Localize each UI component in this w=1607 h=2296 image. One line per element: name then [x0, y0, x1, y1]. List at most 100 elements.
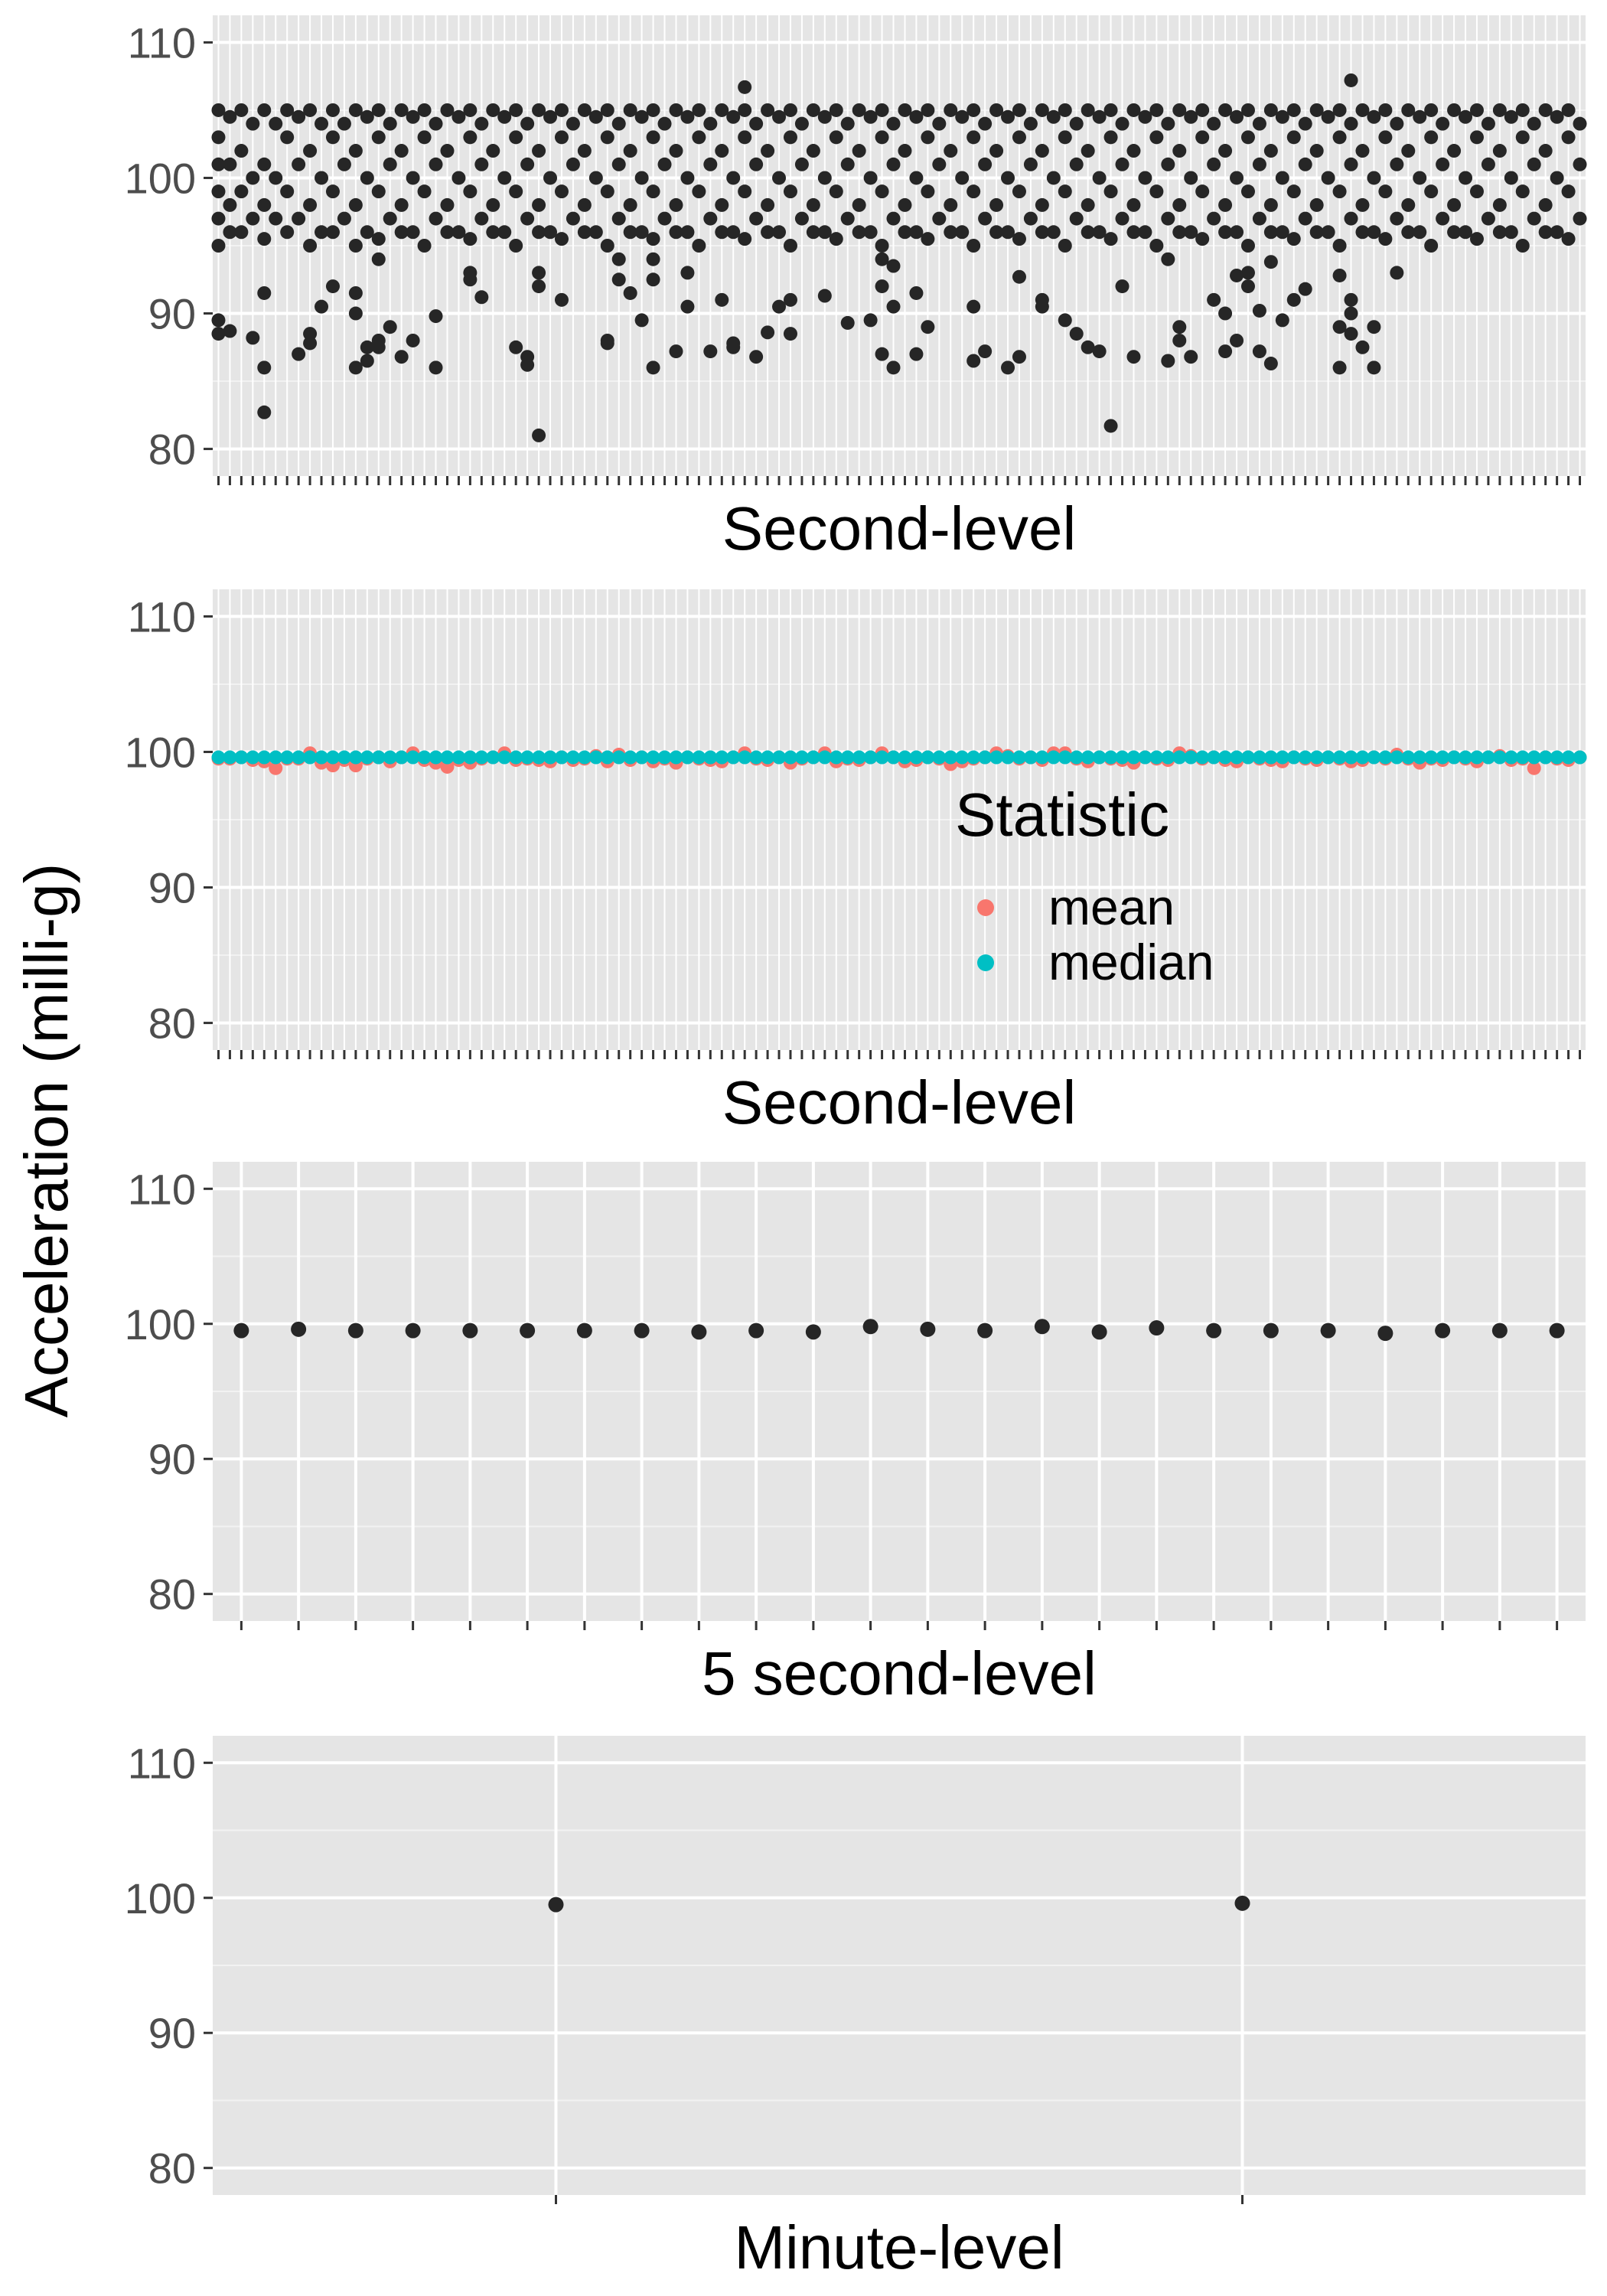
data-point [1573, 157, 1587, 171]
y-tick-label: 90 [148, 290, 196, 338]
data-point [1275, 109, 1289, 124]
data-point [1012, 232, 1026, 246]
data-point [703, 116, 718, 131]
data-point [761, 103, 775, 117]
data-point [703, 344, 718, 359]
data-point [1230, 268, 1244, 282]
data-point [532, 144, 546, 158]
data-point [1344, 157, 1358, 171]
data-point [1469, 130, 1484, 145]
data-point [497, 171, 512, 185]
data-point [360, 340, 374, 354]
data-point [1046, 109, 1061, 124]
data-point [1069, 211, 1084, 226]
data-point [1023, 116, 1038, 131]
data-point [1355, 750, 1370, 765]
data-point [806, 225, 820, 240]
x-axis-title: Second-level [722, 494, 1077, 563]
legend: Statistic mean median [955, 781, 1214, 990]
data-point [1230, 333, 1244, 347]
data-point [1332, 239, 1347, 253]
data-point [576, 1322, 592, 1339]
data-point [451, 750, 466, 765]
data-point [429, 360, 443, 375]
data-point [1309, 103, 1324, 117]
data-point [1092, 750, 1107, 765]
data-point [1298, 116, 1312, 131]
data-point [1001, 750, 1015, 765]
data-point [863, 109, 878, 124]
data-point [1115, 750, 1129, 765]
data-point [817, 289, 832, 303]
data-point [1401, 103, 1416, 117]
data-point [566, 157, 580, 171]
data-point [898, 144, 912, 158]
data-point [989, 103, 1004, 117]
data-point [543, 750, 558, 765]
data-point [257, 360, 272, 375]
data-point [474, 750, 489, 765]
data-point [692, 130, 706, 145]
legend-label-mean: mean [1048, 879, 1175, 935]
data-point [909, 225, 924, 240]
data-point [680, 299, 695, 314]
data-point [921, 103, 935, 117]
data-point [520, 357, 535, 372]
data-point [371, 184, 386, 199]
data-point [451, 225, 466, 240]
data-point [1218, 750, 1233, 765]
data-point [611, 272, 626, 287]
data-point [463, 184, 478, 199]
data-point [1367, 171, 1381, 185]
data-point [223, 225, 237, 240]
data-point [1436, 157, 1450, 171]
data-point [269, 171, 283, 185]
data-point [486, 750, 500, 765]
data-point [257, 157, 272, 171]
data-point [840, 211, 855, 226]
data-point [1344, 306, 1358, 321]
data-point [1309, 197, 1324, 212]
data-point [315, 750, 329, 765]
data-point [1195, 232, 1210, 246]
data-point [703, 157, 718, 171]
y-tick-label: 100 [125, 728, 196, 776]
data-point [1263, 103, 1278, 117]
data-point [1390, 266, 1404, 280]
data-point [886, 259, 901, 273]
data-point [532, 266, 546, 280]
data-point [1377, 1326, 1393, 1342]
data-point [246, 750, 260, 765]
legend-key-median [977, 954, 994, 971]
data-point [1286, 292, 1301, 307]
data-point [1023, 157, 1038, 171]
data-point [348, 144, 363, 158]
data-point [794, 750, 809, 765]
data-point [989, 750, 1004, 765]
data-point [1161, 211, 1175, 226]
data-point [1161, 750, 1175, 765]
data-point [211, 750, 226, 765]
data-point [280, 184, 295, 199]
data-point [532, 103, 546, 117]
data-point [1252, 157, 1266, 171]
data-point [726, 171, 741, 185]
data-point [429, 750, 443, 765]
data-point [944, 197, 958, 212]
data-point [657, 211, 672, 226]
data-point [1344, 73, 1358, 87]
legend-key-mean [977, 899, 994, 916]
data-point [966, 130, 981, 145]
data-point [611, 750, 626, 765]
data-point [280, 750, 295, 765]
data-point [1527, 211, 1541, 226]
data-point [1561, 184, 1576, 199]
data-point [1286, 232, 1301, 246]
data-point [383, 157, 397, 171]
data-point [1447, 750, 1462, 765]
data-point [1275, 225, 1289, 240]
data-point [840, 315, 855, 330]
data-point [783, 292, 797, 307]
data-point [772, 750, 787, 765]
data-point [646, 232, 660, 246]
